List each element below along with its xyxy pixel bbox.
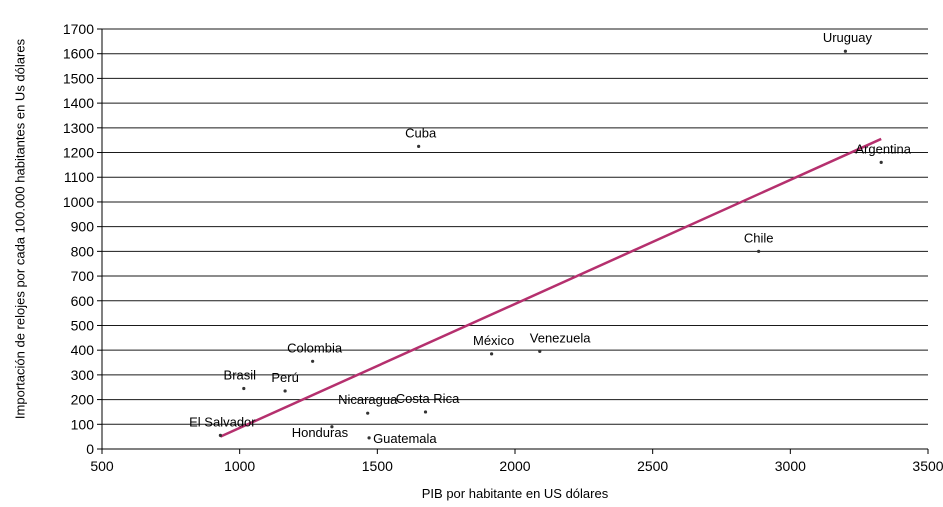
point-label: Guatemala bbox=[373, 431, 437, 446]
point-label: Honduras bbox=[292, 425, 349, 440]
data-points: Uruguay Argentina Cuba Chile México Venezuela… bbox=[189, 30, 912, 446]
y-tick-label: 1100 bbox=[64, 169, 94, 185]
y-tick-label: 700 bbox=[71, 268, 95, 284]
y-tick-label: 1500 bbox=[63, 70, 94, 86]
x-tick-label: 2000 bbox=[499, 458, 530, 474]
data-point bbox=[367, 436, 371, 440]
grid-lines bbox=[102, 28, 928, 425]
y-tick-label: 1400 bbox=[63, 95, 94, 111]
point-label: Nicaragua bbox=[338, 392, 398, 407]
data-point bbox=[423, 410, 428, 414]
data-point bbox=[417, 144, 421, 148]
y-tick-label: 800 bbox=[71, 243, 95, 259]
data-point bbox=[366, 411, 370, 415]
x-tick-label: 500 bbox=[90, 458, 114, 474]
point-label: Costa Rica bbox=[396, 391, 460, 406]
y-tick-label: 500 bbox=[71, 317, 95, 333]
data-point bbox=[330, 425, 334, 429]
point-label: Chile bbox=[744, 230, 774, 245]
point-label: Brasil bbox=[224, 367, 257, 382]
point-label: El Salvador bbox=[189, 414, 256, 429]
data-point bbox=[879, 160, 883, 165]
data-point bbox=[757, 249, 761, 253]
y-tick-label: 1300 bbox=[63, 120, 94, 136]
x-tick-label: 1500 bbox=[362, 458, 393, 474]
x-axis-title: PIB por habitante en US dólares bbox=[422, 486, 609, 501]
y-tick-label: 1000 bbox=[63, 194, 94, 210]
trend-line bbox=[219, 137, 882, 438]
y-tick-label: 0 bbox=[86, 441, 94, 457]
y-tick-label: 1700 bbox=[63, 21, 94, 37]
point-label: Venezuela bbox=[530, 330, 591, 345]
point-label: Uruguay bbox=[823, 30, 873, 45]
data-point bbox=[538, 349, 542, 354]
y-tick-label: 200 bbox=[71, 392, 95, 408]
point-label: México bbox=[473, 333, 514, 348]
point-label: Cuba bbox=[405, 125, 437, 140]
point-label: Argentina bbox=[855, 141, 911, 156]
y-axis-title: Importación de relojes por cada 100.000 … bbox=[13, 38, 28, 419]
x-axis-ticks: 500 1000 1500 2000 2500 3000 3500 bbox=[90, 449, 943, 474]
y-tick-label: 900 bbox=[71, 219, 95, 235]
x-tick-label: 2500 bbox=[637, 458, 668, 474]
y-tick-label: 600 bbox=[71, 293, 95, 309]
data-point bbox=[489, 352, 494, 356]
y-tick-label: 1600 bbox=[63, 46, 94, 62]
point-label: Colombia bbox=[287, 340, 343, 355]
data-point bbox=[311, 359, 315, 363]
y-tick-label: 300 bbox=[71, 367, 95, 383]
x-tick-label: 3500 bbox=[912, 458, 943, 474]
y-tick-label: 400 bbox=[71, 342, 95, 358]
x-tick-label: 1000 bbox=[224, 458, 255, 474]
data-point bbox=[283, 389, 287, 393]
data-point bbox=[242, 386, 246, 391]
data-point bbox=[218, 433, 222, 438]
x-tick-label: 3000 bbox=[775, 458, 806, 474]
data-point bbox=[843, 49, 848, 53]
point-label: Perú bbox=[271, 370, 298, 385]
y-tick-label: 100 bbox=[71, 416, 95, 432]
y-axis-ticks: 0 100 200 300 400 500 600 700 800 900 1000 1100 1200… bbox=[63, 21, 102, 457]
y-tick-label: 1200 bbox=[63, 145, 94, 161]
